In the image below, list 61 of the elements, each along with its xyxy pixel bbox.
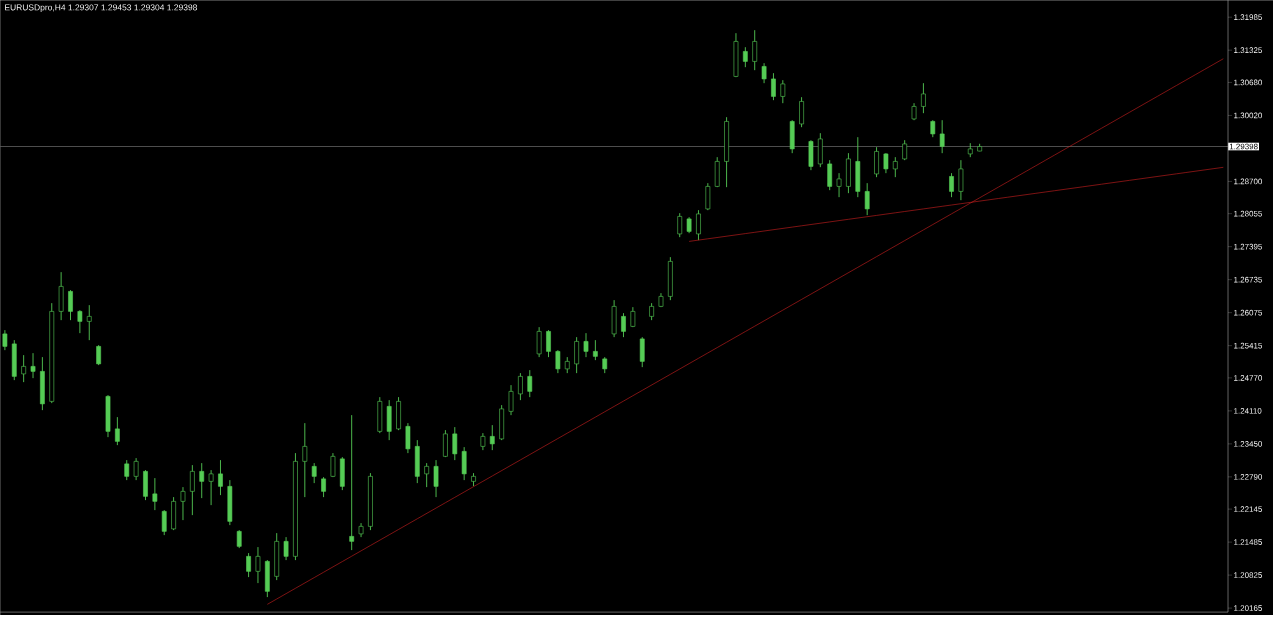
candlestick xyxy=(883,152,889,174)
candlestick xyxy=(255,546,261,584)
candlestick xyxy=(518,372,523,401)
candlestick xyxy=(180,486,186,521)
candlestick xyxy=(536,326,542,358)
candlestick xyxy=(508,384,514,416)
candlestick xyxy=(189,464,195,516)
candlestick xyxy=(639,336,645,368)
candlestick xyxy=(780,79,786,104)
candlestick xyxy=(124,459,130,481)
candlestick xyxy=(21,354,27,383)
candlestick xyxy=(677,212,683,238)
candlestick xyxy=(864,182,870,216)
candlestick xyxy=(555,349,561,374)
candlestick xyxy=(208,469,214,506)
candlestick xyxy=(958,159,964,201)
candlestick xyxy=(574,336,579,374)
candlestick xyxy=(321,476,326,498)
candlestick xyxy=(452,426,458,461)
candlestick xyxy=(546,329,551,358)
candlestick xyxy=(799,96,804,128)
candlestick xyxy=(771,72,776,101)
candlestick xyxy=(86,304,92,341)
candlestick xyxy=(349,414,355,551)
candlestick xyxy=(218,459,223,496)
candlestick xyxy=(621,312,626,338)
candlestick xyxy=(874,146,879,178)
candlestick xyxy=(133,457,139,481)
candlestick xyxy=(939,119,945,154)
candlestick xyxy=(115,416,120,446)
candlestick xyxy=(152,477,158,511)
candlestick xyxy=(921,82,926,114)
candlestick xyxy=(742,46,748,68)
candlestick xyxy=(405,422,411,454)
candlestick xyxy=(761,62,767,84)
candlestick xyxy=(836,172,842,198)
candlestick xyxy=(161,509,167,536)
candlestick xyxy=(527,369,533,398)
candlestick xyxy=(246,552,251,578)
candlestick xyxy=(77,309,83,334)
candlestick xyxy=(583,332,589,358)
candlestick xyxy=(311,462,317,484)
candlestick xyxy=(489,424,495,451)
candlestick xyxy=(199,462,205,499)
candlestick xyxy=(593,339,598,361)
candlestick xyxy=(433,459,439,498)
candlestick xyxy=(949,172,954,198)
candlestick xyxy=(2,329,8,351)
candlestick xyxy=(424,462,430,488)
chart-title: EURUSDpro,H4 1.29307 1.29453 1.29304 1.29398 xyxy=(5,4,198,13)
candlestick xyxy=(461,446,467,481)
candlestick xyxy=(283,536,289,561)
candlestick xyxy=(302,422,308,498)
candlestick xyxy=(827,159,833,191)
candlestick xyxy=(30,352,36,379)
candlestick xyxy=(752,29,758,71)
candlestick xyxy=(443,429,448,458)
candlestick xyxy=(705,182,711,211)
candlestick xyxy=(696,209,701,241)
candlestick xyxy=(892,156,898,178)
candlestick xyxy=(68,289,73,321)
